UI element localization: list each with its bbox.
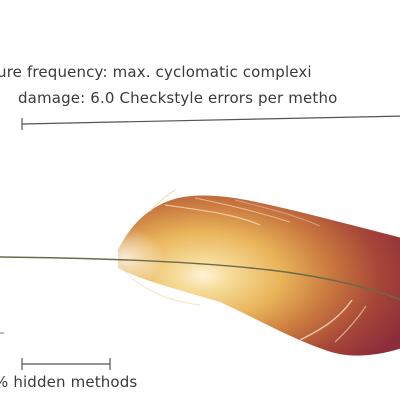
caption-line-2: damage: 6.0 Checkstyle errors per metho: [18, 89, 338, 107]
caption-line-1: ture frequency: max. cyclomatic complexi: [0, 63, 312, 81]
caption-line-3: % hidden methods: [0, 373, 138, 391]
feather-rachis: [0, 256, 400, 301]
scale-bar-top: [21, 115, 400, 130]
scale-bar-bottom: [21, 358, 111, 370]
feather-vane: [85, 189, 400, 356]
